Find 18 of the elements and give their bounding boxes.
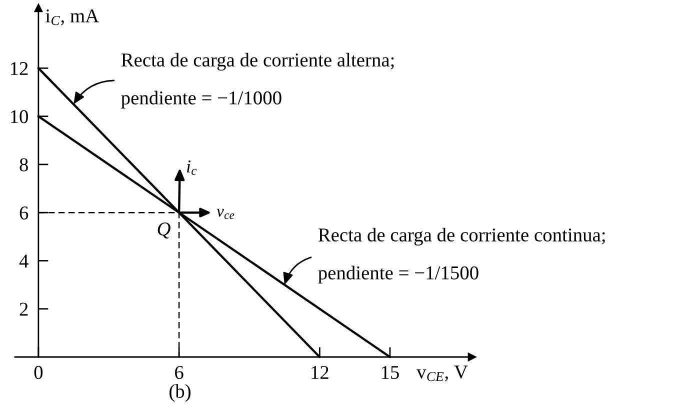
y-axis-title: i$_{C}$, mA	[46, 9, 99, 26]
y-tick-label: 8	[20, 158, 28, 172]
annotation: v$_{ce}$	[216, 208, 234, 219]
y-tick-label: 4	[19, 254, 28, 268]
y-tick-label: 6	[20, 206, 28, 220]
y-tick-label: 10	[10, 110, 28, 124]
annotation: Recta de carga de corriente alterna; pendiente = −1/1000	[121, 52, 394, 108]
x-tick-label: 0	[34, 366, 43, 380]
annotation: Q	[158, 222, 170, 238]
y-tick-label: 12	[10, 62, 28, 75]
annotation: i$_{c}$	[187, 160, 197, 175]
x-tick-label: 6	[175, 366, 184, 380]
x-axis-title: v$_{CE}$, V	[416, 366, 468, 382]
x-tick-label: 15	[382, 366, 399, 380]
y-tick-label: 2	[20, 302, 28, 316]
text: (b)	[170, 384, 190, 402]
x-tick-label: 12	[312, 366, 328, 379]
annotation: Recta de carga de corriente continua; pendiente = −1/1500	[318, 228, 605, 284]
